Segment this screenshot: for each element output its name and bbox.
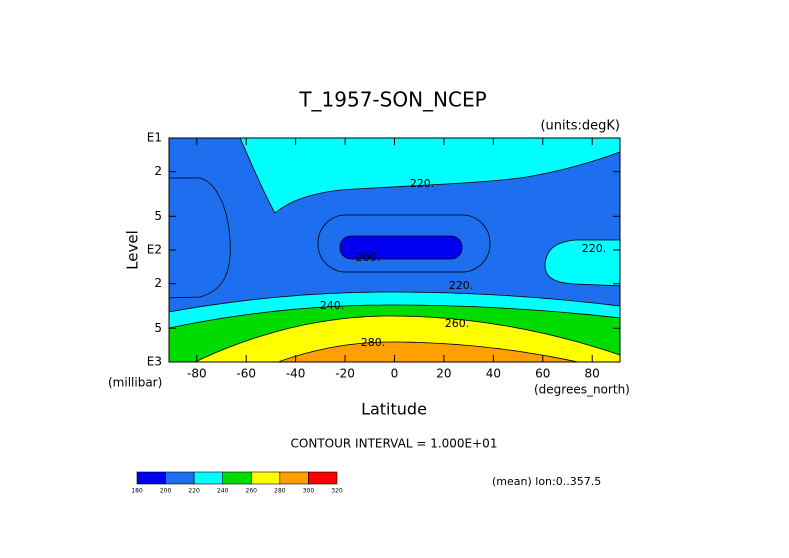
contour-label: 220. (410, 177, 435, 190)
x-tick-label: 20 (436, 367, 451, 381)
plot-area: 220. 200. 220. 220. 240. 260. 280. (169, 138, 620, 362)
x-tick-label: -20 (335, 367, 355, 381)
x-tick-label: -40 (286, 367, 306, 381)
contour-label: 200. (356, 251, 381, 264)
x-axis-unit: (degrees_north) (534, 383, 630, 397)
contour-line (317, 214, 491, 273)
contour-label: 260. (445, 317, 470, 330)
contour-fill (544, 239, 620, 287)
y-tick-label: 5 (154, 321, 162, 335)
x-tick-label: 0 (391, 367, 399, 381)
y-tick-label: E1 (147, 131, 162, 145)
units-label: (units:degK) (540, 119, 620, 134)
contour-label: 280. (361, 336, 386, 349)
y-tick-label: E2 (147, 243, 162, 257)
contour-line (276, 341, 580, 362)
contour-line (169, 304, 620, 329)
x-tick-label: -80 (187, 367, 207, 381)
x-tick-label: 80 (585, 367, 600, 381)
x-tick-label: 60 (535, 367, 550, 381)
colorbar-box (136, 471, 166, 485)
colorbar-box (222, 471, 252, 485)
y-tick-label: 2 (154, 164, 162, 178)
colorbar-box (250, 471, 281, 485)
colorbar-label: 280 (274, 488, 286, 495)
contour-label: 220. (582, 242, 607, 255)
colorbar-box (279, 471, 309, 485)
contour-line (169, 291, 620, 313)
contour-interval: CONTOUR INTERVAL = 1.000E+01 (291, 437, 498, 451)
contour-label: 220. (449, 279, 474, 292)
x-tick-label: 40 (486, 367, 501, 381)
y-tick-label: 5 (154, 209, 162, 223)
contour-fill (239, 138, 620, 214)
colorbar-label: 300 (303, 488, 315, 495)
y-axis-unit: (millibar) (108, 376, 162, 390)
chart-title: T_1957-SON_NCEP (298, 88, 486, 112)
x-tick-label: -60 (236, 367, 256, 381)
colorbar-label: 260 (246, 488, 258, 495)
colorbar-box (193, 471, 224, 485)
contour-label: 240. (320, 299, 345, 312)
colorbar-box (165, 471, 195, 485)
colorbar-label: 200 (160, 488, 172, 495)
contour-line (169, 177, 231, 299)
y-tick-label: E3 (147, 355, 162, 369)
annotation: (mean) lon:0..357.5 (492, 475, 601, 488)
contour-fill (278, 342, 578, 362)
colorbar-label: 240 (217, 488, 229, 495)
x-axis-title: Latitude (361, 400, 427, 419)
y-tick-label: 2 (154, 276, 162, 290)
contour-line (193, 315, 620, 362)
contour-fill (339, 235, 463, 260)
colorbar-label: 320 (331, 488, 343, 495)
colorbar-box (308, 471, 338, 485)
y-axis-title: Level (124, 230, 142, 270)
colorbar-label: 220 (188, 488, 200, 495)
colorbar-label: 180 (131, 488, 143, 495)
